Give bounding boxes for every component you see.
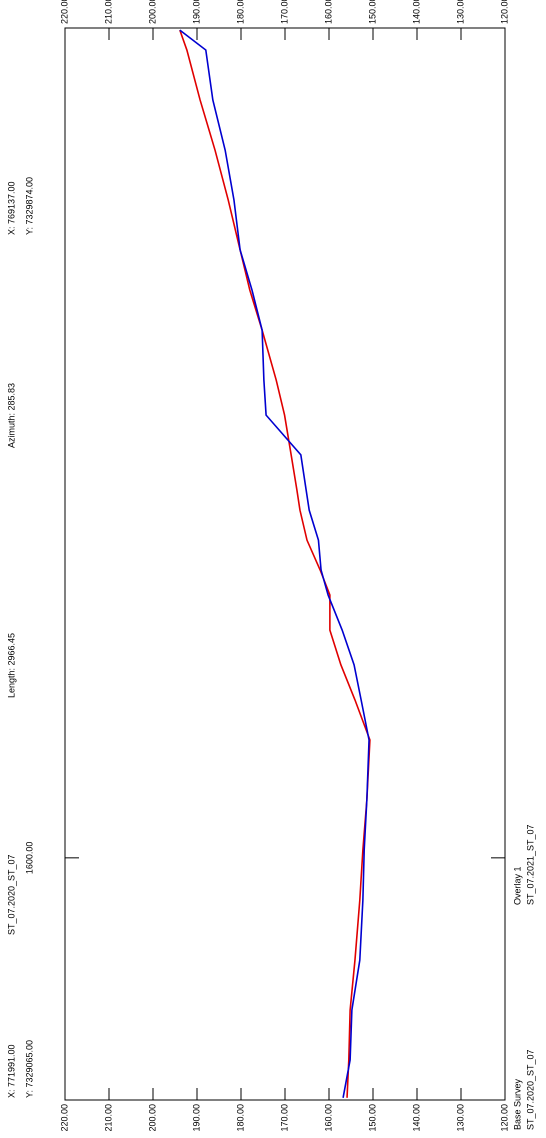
section-name: ST_07.2020_ST_07 bbox=[6, 854, 16, 935]
y-tick-label: 220.00 bbox=[59, 0, 69, 24]
y-tick-label: 140.00 bbox=[411, 1104, 421, 1132]
y-tick-label: 170.00 bbox=[279, 1104, 289, 1132]
legend-survey: ST_07.2021_ST_07 bbox=[525, 824, 535, 905]
y-tick-label: 200.00 bbox=[147, 1104, 157, 1132]
y-tick-label: 140.00 bbox=[411, 0, 421, 24]
y-tick-label: 210.00 bbox=[103, 1104, 113, 1132]
y-tick-label: 120.00 bbox=[499, 0, 509, 24]
end-x: X: 769137.00 bbox=[6, 181, 16, 235]
start-x: X: 771991.00 bbox=[6, 1044, 16, 1098]
start-y: Y: 7329065.00 bbox=[24, 1040, 34, 1098]
azimuth: Azimuth: 285.83 bbox=[6, 383, 16, 448]
survey-line bbox=[179, 29, 370, 1098]
y-tick-label: 190.00 bbox=[191, 1104, 201, 1132]
length: Length: 2966.45 bbox=[6, 633, 16, 698]
y-tick-label: 200.00 bbox=[147, 0, 157, 24]
y-tick-label: 220.00 bbox=[59, 1104, 69, 1132]
y-tick-label: 150.00 bbox=[367, 0, 377, 24]
plot-frame bbox=[64, 27, 506, 1101]
y-tick-label: 160.00 bbox=[323, 0, 333, 24]
legend-name: Base Survey bbox=[512, 1078, 522, 1130]
end-y: Y: 7329874.00 bbox=[24, 177, 34, 235]
legend-survey: ST_07.2020_ST_07 bbox=[525, 1049, 535, 1130]
y-tick-label: 150.00 bbox=[367, 1104, 377, 1132]
y-tick-label: 180.00 bbox=[235, 1104, 245, 1132]
y-tick-label: 130.00 bbox=[455, 0, 465, 24]
y-tick-label: 180.00 bbox=[235, 0, 245, 24]
legend-name: Overlay 1 bbox=[512, 866, 522, 905]
survey-line bbox=[179, 29, 371, 1098]
y-tick-label: 120.00 bbox=[499, 1104, 509, 1132]
rotated-chart: X: 771991.00 Y: 7329065.00 ST_07.2020_ST… bbox=[6, 0, 535, 1132]
y-tick-label: 130.00 bbox=[455, 1104, 465, 1132]
y-tick-label: 170.00 bbox=[279, 0, 289, 24]
y-tick-label: 210.00 bbox=[103, 0, 113, 24]
x-tick-label: 1600.00 bbox=[24, 842, 34, 875]
y-tick-label: 160.00 bbox=[323, 1104, 333, 1132]
y-tick-label: 190.00 bbox=[191, 0, 201, 24]
